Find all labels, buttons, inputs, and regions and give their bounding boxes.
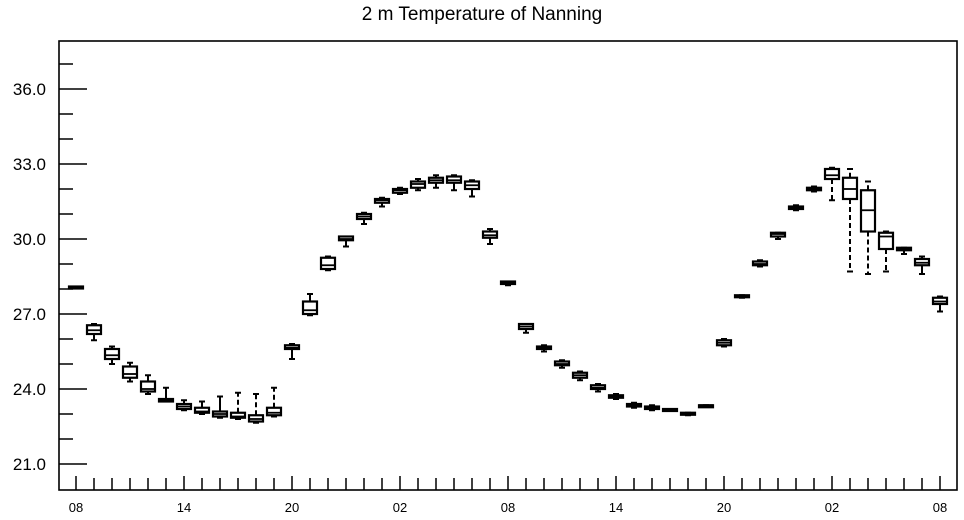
box-18 bbox=[391, 186, 409, 195]
box-20 bbox=[427, 174, 445, 189]
box-30 bbox=[607, 393, 625, 400]
box-2 bbox=[103, 345, 121, 365]
box-5 bbox=[157, 386, 175, 403]
x-tick-label: 08 bbox=[69, 500, 83, 515]
box-13 bbox=[301, 293, 319, 317]
box-0 bbox=[67, 285, 85, 290]
box-10 bbox=[247, 393, 265, 424]
box-47 bbox=[913, 255, 931, 275]
box-12 bbox=[283, 343, 301, 360]
x-tick-label: 14 bbox=[177, 500, 191, 515]
box-24 bbox=[499, 280, 517, 287]
box-38 bbox=[751, 259, 769, 268]
box-40 bbox=[787, 204, 805, 212]
box-iqr bbox=[319, 256, 337, 271]
box-16 bbox=[355, 211, 373, 225]
box-48 bbox=[931, 295, 949, 313]
box-46 bbox=[895, 246, 913, 255]
x-tick-label: 08 bbox=[933, 500, 947, 515]
box-3 bbox=[121, 361, 139, 383]
box-21 bbox=[445, 174, 463, 192]
box-25 bbox=[517, 322, 535, 334]
box-31 bbox=[625, 401, 643, 409]
box-14 bbox=[319, 255, 337, 272]
box-iqr bbox=[103, 347, 121, 361]
x-tick-label: 02 bbox=[393, 500, 407, 515]
box-17 bbox=[373, 196, 391, 208]
box-iqr bbox=[301, 300, 319, 316]
box-35 bbox=[697, 404, 715, 409]
box-19 bbox=[409, 178, 427, 192]
y-tick-label: 24.0 bbox=[13, 380, 46, 399]
box-iqr bbox=[139, 380, 157, 393]
box-41 bbox=[805, 185, 823, 193]
box-39 bbox=[769, 231, 787, 240]
box-33 bbox=[661, 407, 679, 413]
box-42 bbox=[823, 166, 841, 202]
box-37 bbox=[733, 294, 751, 299]
box-22 bbox=[463, 179, 481, 198]
box-7 bbox=[193, 400, 211, 415]
box-44 bbox=[859, 180, 877, 275]
y-tick-label: 30.0 bbox=[13, 230, 46, 249]
box-29 bbox=[589, 383, 607, 393]
box-36 bbox=[715, 338, 733, 348]
x-tick-label: 20 bbox=[717, 500, 731, 515]
box-6 bbox=[175, 399, 193, 412]
box-iqr bbox=[823, 167, 841, 181]
x-axis-ticks: 08 14 20 02 08 14 20 02 08 bbox=[69, 476, 947, 515]
y-axis-ticks: 21.0 24.0 27.0 30.0 33.0 36.0 bbox=[13, 63, 87, 474]
box-iqr bbox=[121, 365, 139, 379]
box-32 bbox=[643, 404, 661, 412]
box-27 bbox=[553, 359, 571, 369]
x-tick-label: 02 bbox=[825, 500, 839, 515]
box-1 bbox=[85, 323, 103, 342]
box-iqr bbox=[193, 406, 211, 414]
x-tick-label: 08 bbox=[501, 500, 515, 515]
y-tick-label: 21.0 bbox=[13, 455, 46, 474]
chart-title: 2 m Temperature of Nanning bbox=[361, 4, 603, 25]
box-45 bbox=[877, 230, 895, 273]
box-34 bbox=[679, 411, 697, 417]
x-tick-label: 20 bbox=[285, 500, 299, 515]
box-iqr bbox=[265, 406, 283, 417]
y-tick-label: 27.0 bbox=[13, 305, 46, 324]
box-11 bbox=[265, 386, 283, 418]
box-9 bbox=[229, 391, 247, 420]
box-15 bbox=[337, 235, 355, 248]
box-series bbox=[67, 166, 949, 424]
x-tick-label: 14 bbox=[609, 500, 623, 515]
box-26 bbox=[535, 344, 553, 353]
box-iqr bbox=[877, 231, 895, 251]
y-tick-label: 33.0 bbox=[13, 155, 46, 174]
box-iqr bbox=[229, 411, 247, 419]
box-8 bbox=[211, 395, 229, 419]
box-43 bbox=[841, 168, 859, 273]
plot-frame bbox=[58, 40, 958, 491]
box-23 bbox=[481, 228, 499, 245]
box-28 bbox=[571, 370, 589, 382]
y-tick-label: 36.0 bbox=[13, 80, 46, 99]
box-4 bbox=[139, 374, 157, 395]
